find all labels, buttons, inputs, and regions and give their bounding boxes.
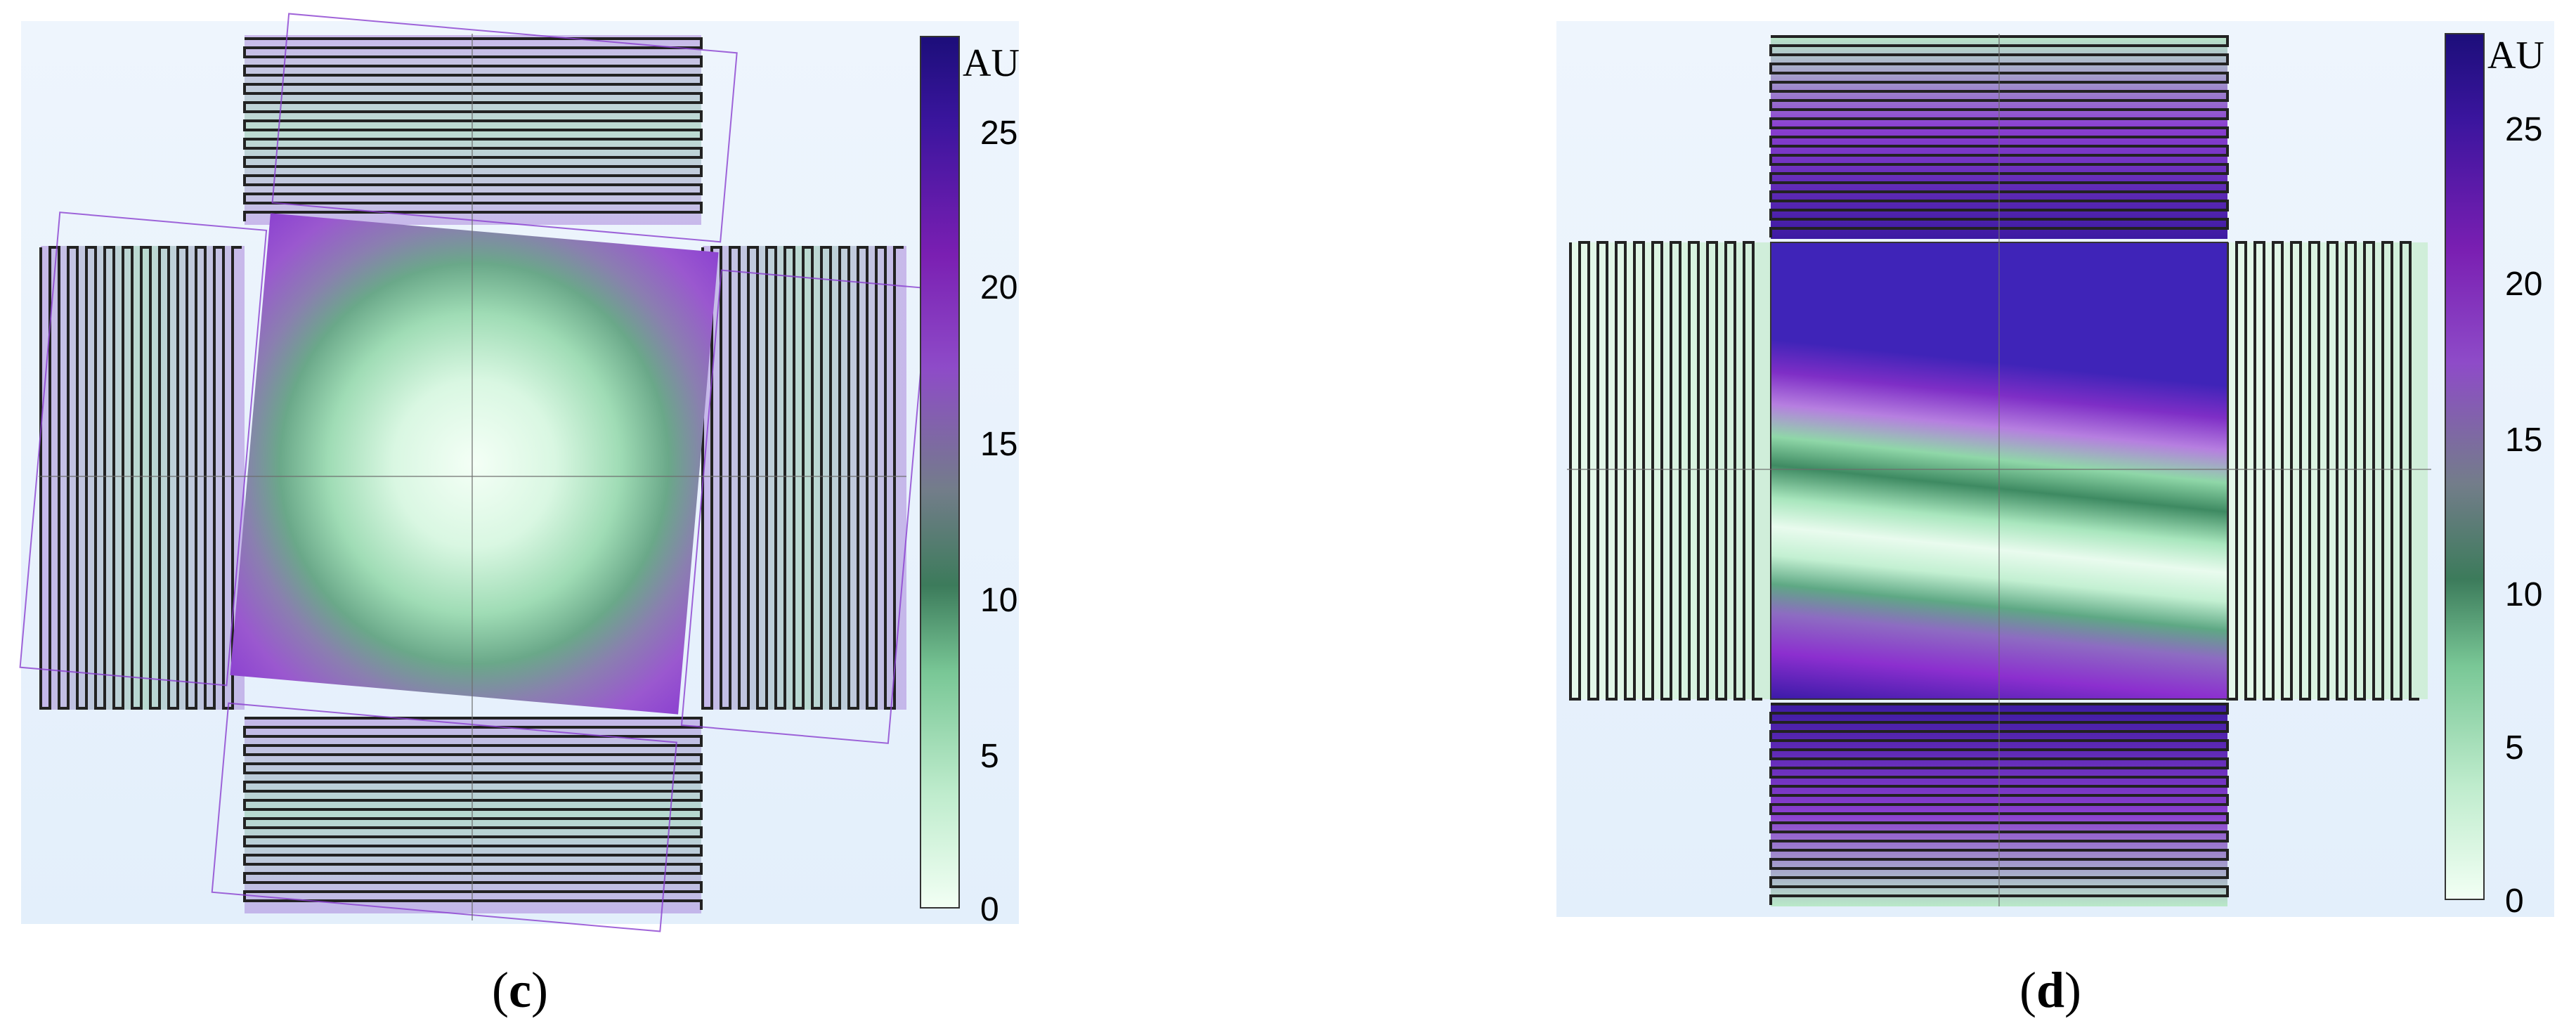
colorbar-tick: 20 <box>980 269 1017 306</box>
panel-d: AU 25 20 15 10 5 0 (d) <box>1556 21 2554 1018</box>
colorbar-tick: 5 <box>980 738 999 775</box>
right-comb-drive <box>701 246 906 710</box>
panel-caption: (d) <box>2019 962 2081 1018</box>
comb-finger-path <box>243 717 703 910</box>
colorbar-tick: 10 <box>2505 576 2542 613</box>
right-comb-drive <box>2226 241 2428 701</box>
comb-finger-path <box>2226 241 2419 701</box>
comb-finger-path <box>1769 35 2229 237</box>
deformed-comb-outline <box>19 13 929 932</box>
colorbar: AU 25 20 15 10 5 0 <box>920 36 1020 928</box>
colorbar: AU 25 20 15 10 5 0 <box>2445 33 2544 920</box>
colorbar-scale <box>920 36 960 909</box>
left-comb-drive <box>1569 241 1771 701</box>
panel-c: AU 25 20 15 10 5 0 (c) <box>19 13 1020 1018</box>
colorbar-tick: 15 <box>2505 422 2542 459</box>
colorbar-unit: AU <box>963 41 1020 85</box>
colorbar-tick: 0 <box>2505 883 2524 920</box>
colorbar-tick: 25 <box>980 115 1017 152</box>
panel-caption: (c) <box>492 962 548 1018</box>
colorbar-tick: 10 <box>980 582 1017 619</box>
colorbar-unit: AU <box>2487 34 2544 77</box>
comb-finger-path <box>1769 703 2229 905</box>
comb-finger-path <box>39 246 242 710</box>
colorbar-tick: 5 <box>2505 729 2524 767</box>
comb-finger-path <box>1569 241 1762 701</box>
colorbar-tick: 0 <box>980 891 999 928</box>
colorbar-tick: 20 <box>2505 266 2542 303</box>
colorbar-tick: 15 <box>980 426 1017 463</box>
mirror-plate <box>230 213 719 715</box>
left-comb-drive <box>39 246 245 710</box>
colorbar-scale <box>2445 33 2485 900</box>
comb-finger-path <box>243 37 703 221</box>
colorbar-tick: 25 <box>2505 111 2542 148</box>
comb-finger-path <box>701 246 904 710</box>
